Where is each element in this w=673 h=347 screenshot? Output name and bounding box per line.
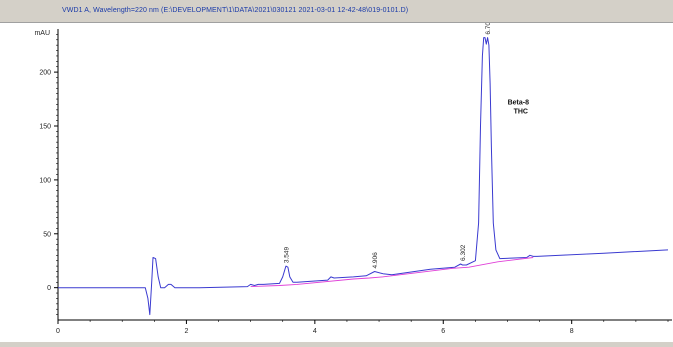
chart-header: VWD1 A, Wavelength=220 nm (E:\DEVELOPMEN… bbox=[0, 0, 673, 22]
y-tick-label: 200 bbox=[39, 70, 51, 77]
chromatogram-chart: mAU 0 50 100 150 200 0 2 4 6 8 3.549 4.906 6.302 6.701… bbox=[34, 18, 672, 335]
y-tick-label: 50 bbox=[43, 231, 51, 238]
peak-rt-label: 4.906 bbox=[372, 252, 379, 269]
plot-frame: mAU 0 50 100 150 200 0 2 4 6 8 3.549 4.906 6.302 6.701… bbox=[0, 18, 673, 342]
signal-trace bbox=[58, 37, 669, 316]
x-tick-label: 6 bbox=[441, 328, 445, 335]
x-tick-label: 0 bbox=[56, 328, 60, 335]
x-tick-label: 4 bbox=[313, 328, 317, 335]
peak-rt-label: 6.701 bbox=[485, 23, 492, 35]
x-tick-label: 8 bbox=[570, 328, 574, 335]
signal-title: VWD1 A, Wavelength=220 nm (E:\DEVELOPMEN… bbox=[62, 7, 409, 14]
y-tick-label: 100 bbox=[39, 177, 51, 184]
baseline-trace bbox=[250, 257, 534, 288]
y-axis-label: mAU bbox=[34, 30, 50, 37]
y-tick-label: 150 bbox=[39, 124, 51, 131]
peak-compound-label-line2: THC bbox=[514, 108, 528, 115]
peak-rt-label: 6.302 bbox=[460, 244, 467, 261]
x-tick-label: 2 bbox=[184, 328, 188, 335]
y-tick-label: 0 bbox=[47, 285, 51, 292]
peak-rt-label: 3.549 bbox=[283, 246, 290, 263]
peak-compound-label-line1: Beta-8 bbox=[508, 99, 530, 106]
